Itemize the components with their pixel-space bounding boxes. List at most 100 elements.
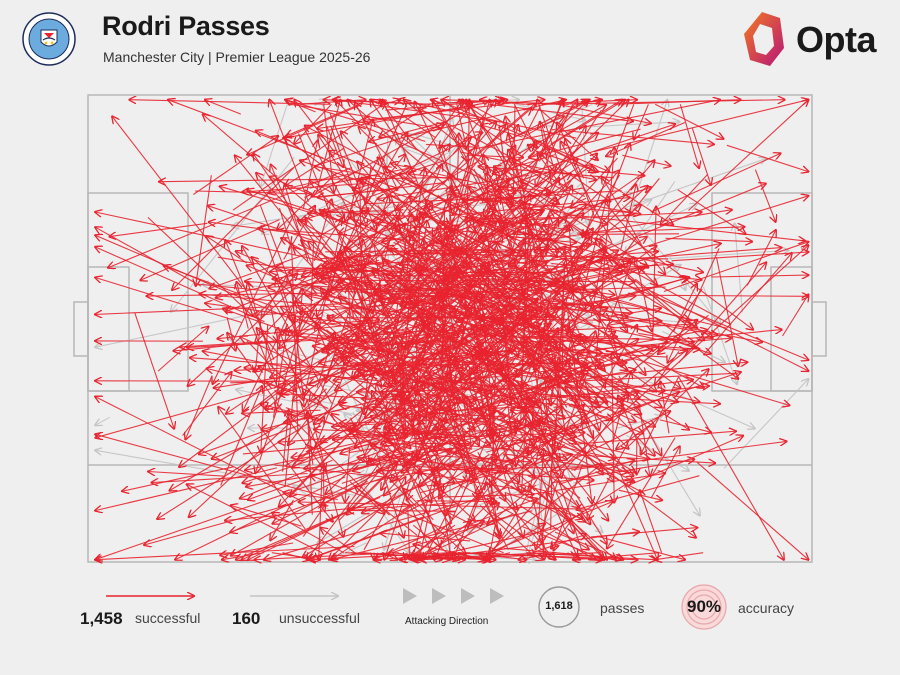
unsuccessful-pass-arrow bbox=[260, 104, 288, 187]
successful-pass-arrow bbox=[95, 235, 303, 325]
successful-pass-arrow bbox=[726, 144, 809, 171]
successful-pass-arrow bbox=[661, 173, 709, 225]
successful-pass-arrow bbox=[363, 412, 383, 456]
successful-pass-arrow bbox=[246, 340, 296, 392]
successful-pass-arrow bbox=[326, 125, 344, 167]
successful-pass-arrow bbox=[182, 372, 232, 436]
successful-pass-arrow bbox=[95, 381, 282, 382]
successful-pass-arrow bbox=[209, 222, 325, 238]
successful-pass-arrow bbox=[552, 462, 615, 471]
successful-pass-arrow bbox=[590, 528, 697, 538]
successful-pass-arrow bbox=[424, 333, 696, 538]
unsuccessful-count: 160 bbox=[232, 609, 261, 628]
successful-pass-arrow bbox=[782, 295, 809, 337]
unsuccessful-pass-arrow bbox=[723, 379, 808, 469]
successful-pass-arrow bbox=[530, 258, 594, 275]
successful-pass-arrow bbox=[243, 421, 425, 483]
successful-pass-arrow bbox=[416, 501, 497, 502]
successful-pass-arrow bbox=[387, 350, 435, 415]
successful-pass-arrow bbox=[513, 104, 536, 148]
accuracy-label: accuracy bbox=[738, 600, 795, 616]
accuracy-value: 90% bbox=[686, 597, 722, 616]
successful-pass-arrow bbox=[254, 273, 298, 319]
successful-pass-arrow bbox=[283, 493, 338, 501]
successful-pass-arrow bbox=[339, 275, 455, 364]
successful-pass-arrow bbox=[243, 288, 302, 411]
successful-pass-arrow bbox=[380, 533, 471, 542]
successful-pass-arrow bbox=[380, 225, 395, 273]
successful-pass-arrow bbox=[503, 453, 627, 472]
successful-pass-arrow bbox=[185, 375, 213, 440]
brand-name: Opta bbox=[796, 19, 877, 60]
successful-pass-arrow bbox=[446, 289, 525, 294]
successful-pass-arrow bbox=[95, 397, 301, 501]
successful-pass-arrow bbox=[715, 257, 739, 366]
successful-pass-arrow bbox=[526, 352, 613, 392]
successful-pass-arrow bbox=[95, 247, 265, 323]
successful-pass-arrow bbox=[620, 185, 637, 251]
successful-pass-arrow bbox=[550, 100, 623, 145]
successful-pass-arrow bbox=[316, 216, 386, 273]
successful-pass-arrow bbox=[507, 422, 645, 494]
successful-pass-arrow bbox=[235, 156, 306, 243]
successful-pass-arrow bbox=[298, 319, 358, 328]
successful-pass-arrow bbox=[416, 276, 440, 396]
successful-pass-arrow bbox=[655, 552, 704, 560]
successful-pass-arrow bbox=[754, 169, 775, 222]
successful-pass-arrow bbox=[539, 186, 572, 262]
successful-pass-arrow bbox=[282, 552, 309, 560]
successful-pass-arrow bbox=[212, 424, 301, 459]
successful-pass-arrow bbox=[505, 350, 678, 402]
successful-pass-arrow bbox=[318, 135, 356, 194]
successful-pass-arrow bbox=[256, 173, 376, 301]
successful-pass-arrow bbox=[594, 338, 731, 350]
successful-pass-arrow bbox=[497, 100, 545, 105]
successful-pass-arrow bbox=[395, 160, 480, 210]
successful-pass-arrow bbox=[288, 414, 390, 516]
successful-pass-arrow bbox=[447, 103, 609, 171]
successful-pass-arrow bbox=[260, 276, 287, 319]
successful-pass-arrow bbox=[175, 476, 346, 560]
successful-pass-arrow bbox=[415, 169, 425, 222]
successful-pass-arrow bbox=[492, 464, 602, 551]
successful-pass-arrow bbox=[250, 383, 286, 411]
successful-pass-arrow bbox=[521, 427, 590, 524]
successful-pass-arrow bbox=[415, 102, 473, 220]
successful-pass-arrow bbox=[688, 100, 809, 211]
successful-pass-arrow bbox=[561, 302, 680, 388]
successful-pass-arrow bbox=[172, 167, 294, 290]
successful-pass-arrow bbox=[384, 442, 432, 502]
successful-pass-arrow bbox=[419, 471, 466, 552]
successful-pass-arrow bbox=[533, 216, 567, 253]
successful-pass-arrow bbox=[474, 100, 720, 150]
successful-pass-arrow bbox=[388, 516, 508, 554]
successful-pass-arrow bbox=[310, 298, 379, 401]
successful-pass-arrow bbox=[269, 305, 278, 342]
successful-pass-arrow bbox=[613, 100, 741, 105]
successful-pass-arrow bbox=[348, 510, 457, 511]
successful-pass-arrow bbox=[283, 206, 315, 260]
successful-pass-arrow bbox=[571, 441, 786, 471]
successful-pass-arrow bbox=[314, 318, 438, 424]
successful-pass-arrow bbox=[312, 103, 477, 196]
successful-pass-arrow bbox=[344, 309, 427, 383]
successful-pass-arrow bbox=[351, 270, 402, 273]
successful-pass-arrow bbox=[159, 176, 453, 182]
successful-pass-arrow bbox=[527, 100, 589, 158]
successful-pass-arrow bbox=[576, 227, 745, 234]
successful-pass-arrow bbox=[466, 100, 469, 280]
successful-pass-arrow bbox=[509, 159, 595, 209]
successful-pass-arrow bbox=[575, 331, 596, 386]
successful-pass-arrow bbox=[465, 343, 540, 532]
successful-pass-arrow bbox=[299, 100, 366, 105]
successful-pass-arrow bbox=[331, 510, 533, 560]
successful-pass-arrow bbox=[226, 317, 235, 350]
successful-pass-arrow bbox=[271, 165, 320, 283]
successful-pass-arrow bbox=[246, 460, 397, 486]
successful-pass-arrow bbox=[395, 300, 429, 384]
successful-pass-arrow bbox=[108, 166, 353, 268]
unsuccessful-pass-arrow bbox=[328, 203, 488, 216]
successful-pass-arrow bbox=[564, 372, 738, 382]
successful-pass-arrow bbox=[187, 484, 323, 554]
successful-pass-arrow bbox=[456, 104, 467, 148]
